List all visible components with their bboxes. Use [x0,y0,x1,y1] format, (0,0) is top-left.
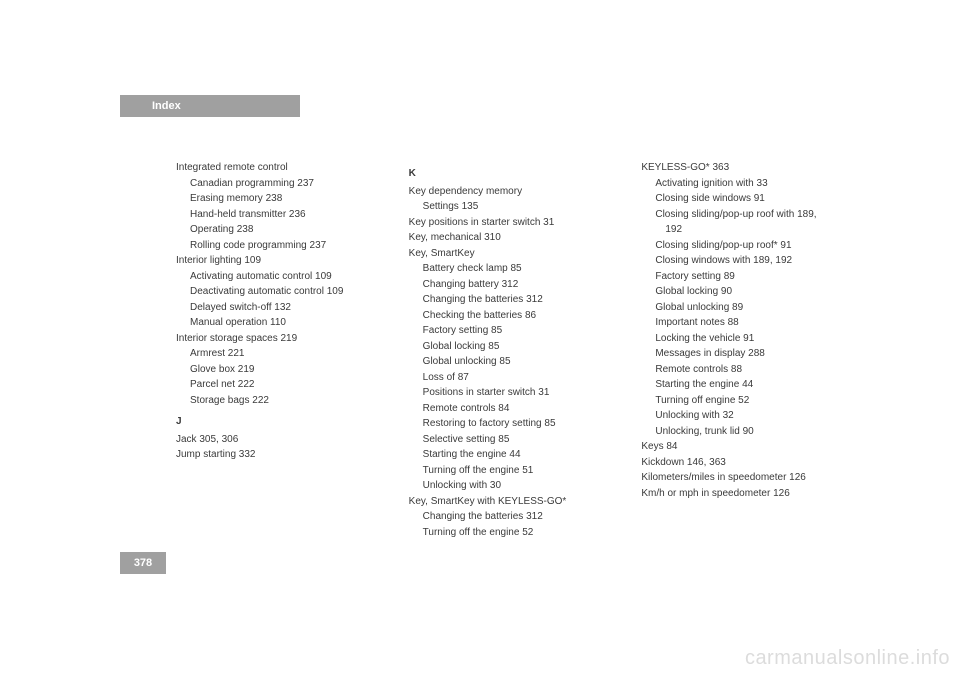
index-line: Battery check lamp 85 [409,261,624,277]
index-line: Deactivating automatic control 109 [176,284,391,300]
watermark: carmanualsonline.info [745,647,950,670]
index-line: Key dependency memory [409,184,624,200]
index-line: Key, SmartKey [409,246,624,262]
index-line: Key positions in starter switch 31 [409,215,624,231]
index-line: Turning off the engine 51 [409,463,624,479]
index-line: Restoring to factory setting 85 [409,416,624,432]
index-line: Key, SmartKey with KEYLESS-GO* [409,494,624,510]
index-line: Selective setting 85 [409,432,624,448]
index-line: Keys 84 [641,439,856,455]
index-line: Integrated remote control [176,160,391,176]
page-number: 378 [134,557,152,569]
index-line: Operating 238 [176,222,391,238]
index-line: Changing the batteries 312 [409,509,624,525]
index-line: Interior storage spaces 219 [176,331,391,347]
index-line: Messages in display 288 [641,346,856,362]
header-label: Index [152,100,181,112]
index-line: Closing sliding/pop-up roof* 91 [641,238,856,254]
index-line: Factory setting 89 [641,269,856,285]
index-line: Closing side windows 91 [641,191,856,207]
index-line: Important notes 88 [641,315,856,331]
index-line: Canadian programming 237 [176,176,391,192]
index-line: Turning off the engine 52 [409,525,624,541]
index-line: Unlocking with 32 [641,408,856,424]
index-line: Starting the engine 44 [409,447,624,463]
index-line: Parcel net 222 [176,377,391,393]
index-line: Erasing memory 238 [176,191,391,207]
index-line: Remote controls 88 [641,362,856,378]
index-line: Global locking 90 [641,284,856,300]
index-line: Closing windows with 189, 192 [641,253,856,269]
index-line: Turning off engine 52 [641,393,856,409]
index-line: Key, mechanical 310 [409,230,624,246]
index-line: Delayed switch-off 132 [176,300,391,316]
index-line: Interior lighting 109 [176,253,391,269]
index-line: Activating ignition with 33 [641,176,856,192]
index-line: KEYLESS-GO* 363 [641,160,856,176]
column-2: K Key dependency memorySettings 135Key po… [409,160,624,540]
index-line: Hand-held transmitter 236 [176,207,391,223]
index-line: Settings 135 [409,199,624,215]
column-3: KEYLESS-GO* 363Activating ignition with … [641,160,856,540]
index-line: Kickdown 146, 363 [641,455,856,471]
index-line: Positions in starter switch 31 [409,385,624,401]
index-line: 192 [641,222,856,238]
index-line: Locking the vehicle 91 [641,331,856,347]
index-line: Km/h or mph in speedometer 126 [641,486,856,502]
index-line: Jump starting 332 [176,447,391,463]
index-line: Changing the batteries 312 [409,292,624,308]
index-line: K [409,166,624,182]
index-line: Glove box 219 [176,362,391,378]
index-line: Unlocking with 30 [409,478,624,494]
index-line: Manual operation 110 [176,315,391,331]
index-line: Checking the batteries 86 [409,308,624,324]
index-line: Global unlocking 85 [409,354,624,370]
index-line: J [176,414,391,430]
index-line: Factory setting 85 [409,323,624,339]
index-line: Jack 305, 306 [176,432,391,448]
index-line: Unlocking, trunk lid 90 [641,424,856,440]
page-number-box: 378 [120,552,166,574]
index-line: Global unlocking 89 [641,300,856,316]
index-line: Activating automatic control 109 [176,269,391,285]
index-line: Changing battery 312 [409,277,624,293]
index-line: Global locking 85 [409,339,624,355]
index-line: Kilometers/miles in speedometer 126 [641,470,856,486]
header-bar: Index [120,95,300,117]
index-line: Closing sliding/pop-up roof with 189, [641,207,856,223]
index-line: Remote controls 84 [409,401,624,417]
index-line: Armrest 221 [176,346,391,362]
index-columns: Integrated remote controlCanadian progra… [176,160,856,540]
index-line: Storage bags 222 [176,393,391,409]
index-line: Loss of 87 [409,370,624,386]
index-line: Rolling code programming 237 [176,238,391,254]
index-line: Starting the engine 44 [641,377,856,393]
column-1: Integrated remote controlCanadian progra… [176,160,391,540]
